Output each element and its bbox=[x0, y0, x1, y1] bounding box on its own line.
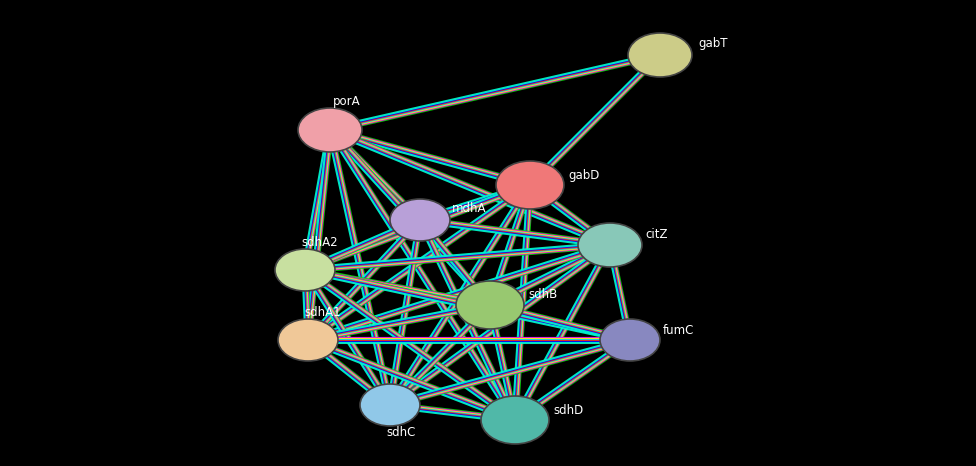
Ellipse shape bbox=[298, 108, 362, 152]
Text: sdhD: sdhD bbox=[553, 404, 584, 417]
Ellipse shape bbox=[481, 396, 549, 444]
Ellipse shape bbox=[456, 281, 524, 329]
Text: sdhA2: sdhA2 bbox=[301, 235, 338, 248]
Ellipse shape bbox=[628, 33, 692, 77]
Text: fumC: fumC bbox=[663, 323, 694, 336]
Ellipse shape bbox=[600, 319, 660, 361]
Text: sdhC: sdhC bbox=[386, 426, 416, 439]
Ellipse shape bbox=[390, 199, 450, 241]
Text: gabD: gabD bbox=[568, 169, 599, 181]
Ellipse shape bbox=[278, 319, 338, 361]
Text: sdhA1: sdhA1 bbox=[304, 306, 341, 318]
Ellipse shape bbox=[275, 249, 335, 291]
Text: citZ: citZ bbox=[645, 228, 668, 241]
Text: porA: porA bbox=[333, 96, 360, 109]
Ellipse shape bbox=[496, 161, 564, 209]
Text: sdhB: sdhB bbox=[528, 288, 557, 302]
Ellipse shape bbox=[578, 223, 642, 267]
Text: gabT: gabT bbox=[698, 36, 727, 49]
Text: mdhA: mdhA bbox=[452, 201, 486, 214]
Ellipse shape bbox=[360, 384, 420, 426]
